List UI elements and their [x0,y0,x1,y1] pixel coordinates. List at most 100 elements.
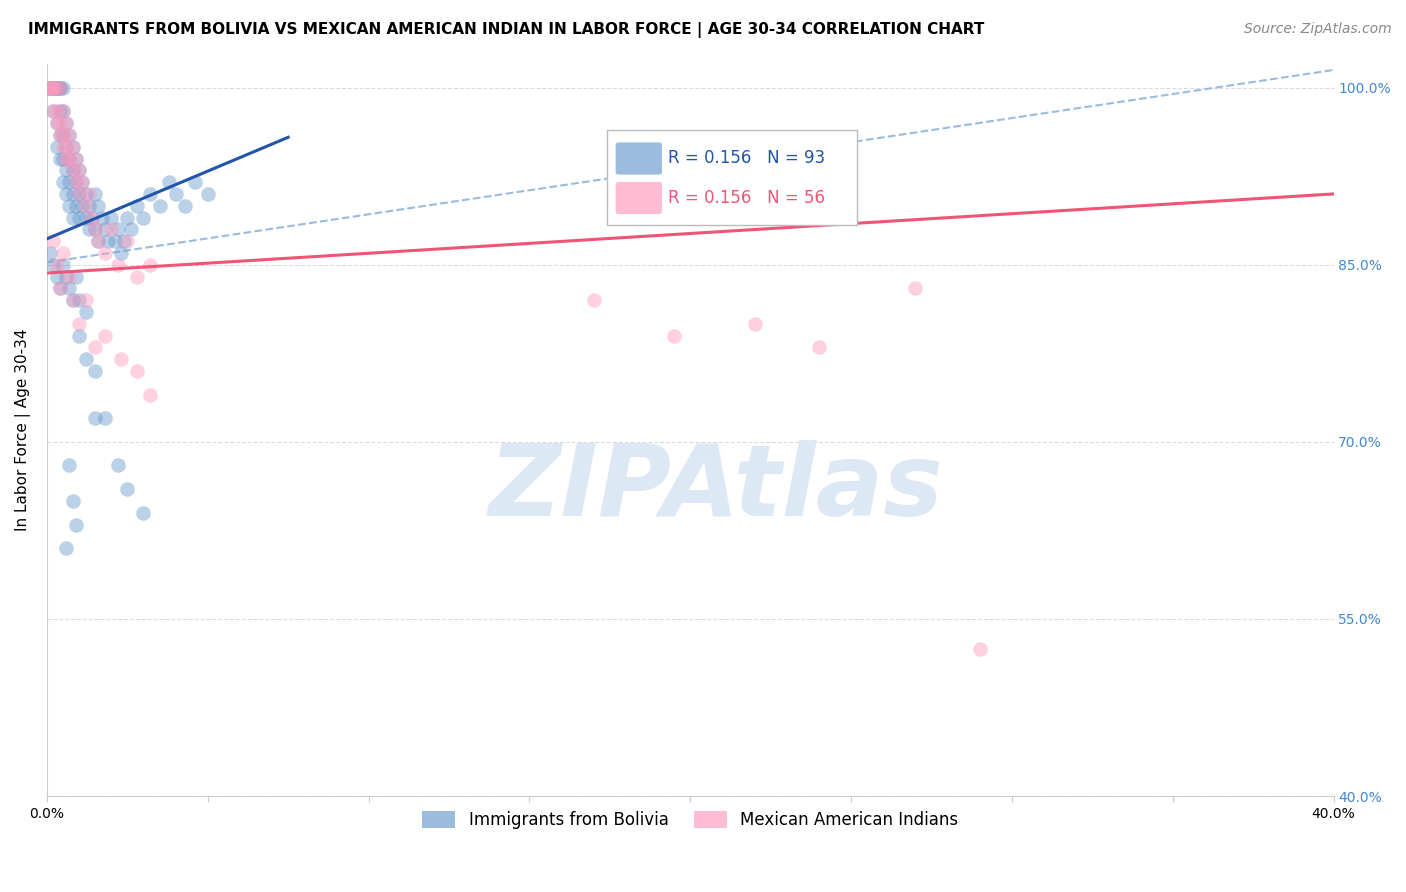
Point [97,234,120,248]
Point [582,293,605,308]
Point [107,222,129,236]
Point [55,116,77,130]
Point [52,104,75,119]
Point [103,234,125,248]
Point [52,139,75,153]
Point [87,234,110,248]
Point [39,80,62,95]
Point [67,317,90,331]
Y-axis label: In Labor Force | Age 30-34: In Labor Force | Age 30-34 [15,329,31,532]
Point [77,199,100,213]
Point [52,258,75,272]
Point [49,128,72,142]
Point [52,104,75,119]
Point [42,234,65,248]
Point [39,80,62,95]
Point [132,506,155,520]
Text: ZIPAtlas: ZIPAtlas [489,440,943,537]
Point [62,293,84,308]
Point [744,317,766,331]
Point [157,175,180,189]
Point [49,80,72,95]
Point [117,211,139,225]
Point [58,199,80,213]
Point [62,139,84,153]
Point [94,222,117,236]
Point [62,211,84,225]
Point [67,163,90,178]
Point [75,211,97,225]
Point [84,340,107,354]
Point [62,186,84,201]
Point [58,152,80,166]
Point [107,458,129,473]
Point [662,328,685,343]
Point [52,152,75,166]
Point [139,186,162,201]
Point [65,152,87,166]
Point [52,175,75,189]
Point [65,269,87,284]
Point [165,186,187,201]
Point [174,199,197,213]
Point [42,104,65,119]
Point [80,211,103,225]
Point [39,80,62,95]
Point [67,211,90,225]
Point [55,139,77,153]
Point [65,175,87,189]
Point [84,411,107,425]
Point [75,305,97,319]
Point [58,152,80,166]
Point [45,139,67,153]
Point [94,246,117,260]
Point [84,222,107,236]
Point [112,234,135,248]
FancyBboxPatch shape [606,130,858,225]
Point [55,163,77,178]
Point [84,186,107,201]
Point [77,222,100,236]
Point [90,211,112,225]
Point [197,186,219,201]
Point [84,364,107,378]
Point [45,80,67,95]
Point [67,293,90,308]
Text: IMMIGRANTS FROM BOLIVIA VS MEXICAN AMERICAN INDIAN IN LABOR FORCE | AGE 30-34 CO: IMMIGRANTS FROM BOLIVIA VS MEXICAN AMERI… [28,22,984,38]
Point [42,80,65,95]
Text: Source: ZipAtlas.com: Source: ZipAtlas.com [1244,22,1392,37]
Point [45,269,67,284]
Point [94,411,117,425]
Point [72,199,94,213]
Text: R = 0.156   N = 56: R = 0.156 N = 56 [668,189,825,207]
FancyBboxPatch shape [616,182,662,214]
Point [125,269,148,284]
Point [125,199,148,213]
Point [42,80,65,95]
Point [65,199,87,213]
Point [969,641,991,656]
Point [72,175,94,189]
Point [67,186,90,201]
Point [120,222,142,236]
Point [49,80,72,95]
Point [58,128,80,142]
Point [62,494,84,508]
Point [65,152,87,166]
Point [55,116,77,130]
Point [110,352,132,367]
Point [45,116,67,130]
Point [75,352,97,367]
Point [49,281,72,295]
Point [42,80,65,95]
Point [65,517,87,532]
Point [52,80,75,95]
Point [52,128,75,142]
Point [55,541,77,556]
Point [58,269,80,284]
Point [148,199,170,213]
FancyBboxPatch shape [616,143,662,175]
Point [49,116,72,130]
Point [75,199,97,213]
Point [39,80,62,95]
